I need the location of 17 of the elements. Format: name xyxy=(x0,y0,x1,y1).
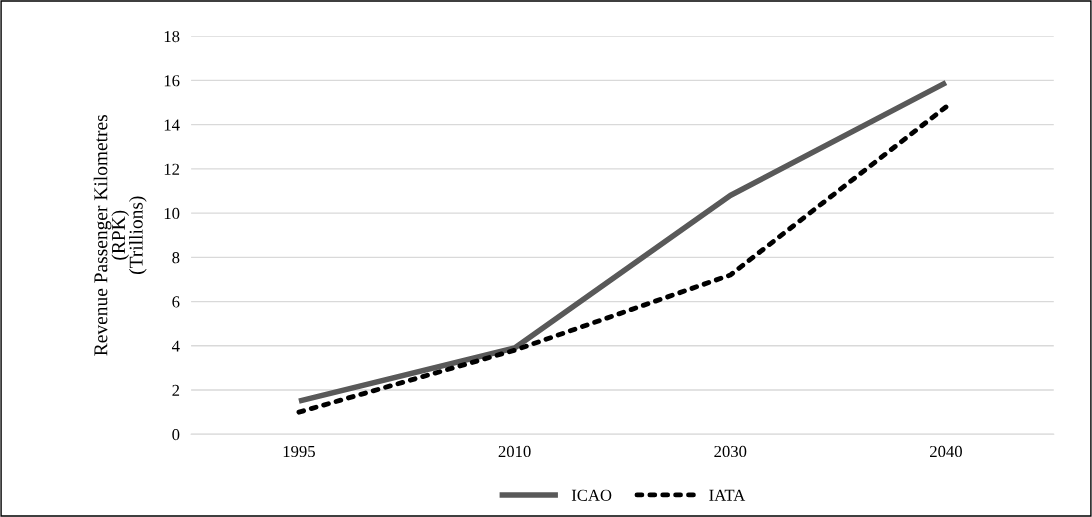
y-tick-label: 8 xyxy=(172,252,180,264)
y-tick-label: 0 xyxy=(172,428,180,441)
legend-label: IATA xyxy=(709,489,746,501)
y-tick-label: 6 xyxy=(172,296,180,308)
x-tick-label: 2030 xyxy=(714,445,747,458)
y-tick-label: 4 xyxy=(171,340,180,352)
x-tick-label: 2010 xyxy=(498,445,531,458)
y-tick-label: 10 xyxy=(164,207,180,220)
y-tick-label: 14 xyxy=(164,119,180,131)
legend-label: ICAO xyxy=(571,489,612,501)
x-tick-label: 1995 xyxy=(283,445,315,458)
y-tick-label: 2 xyxy=(172,384,180,396)
x-tick-label: 2040 xyxy=(930,445,962,458)
y-tick-label: 18 xyxy=(164,30,180,43)
y-axis-title: Revenue Passenger Kilometres (RPK) (Trillions) xyxy=(93,114,147,356)
y-tick-label: 16 xyxy=(164,75,180,87)
y-tick-label: 12 xyxy=(164,163,180,175)
